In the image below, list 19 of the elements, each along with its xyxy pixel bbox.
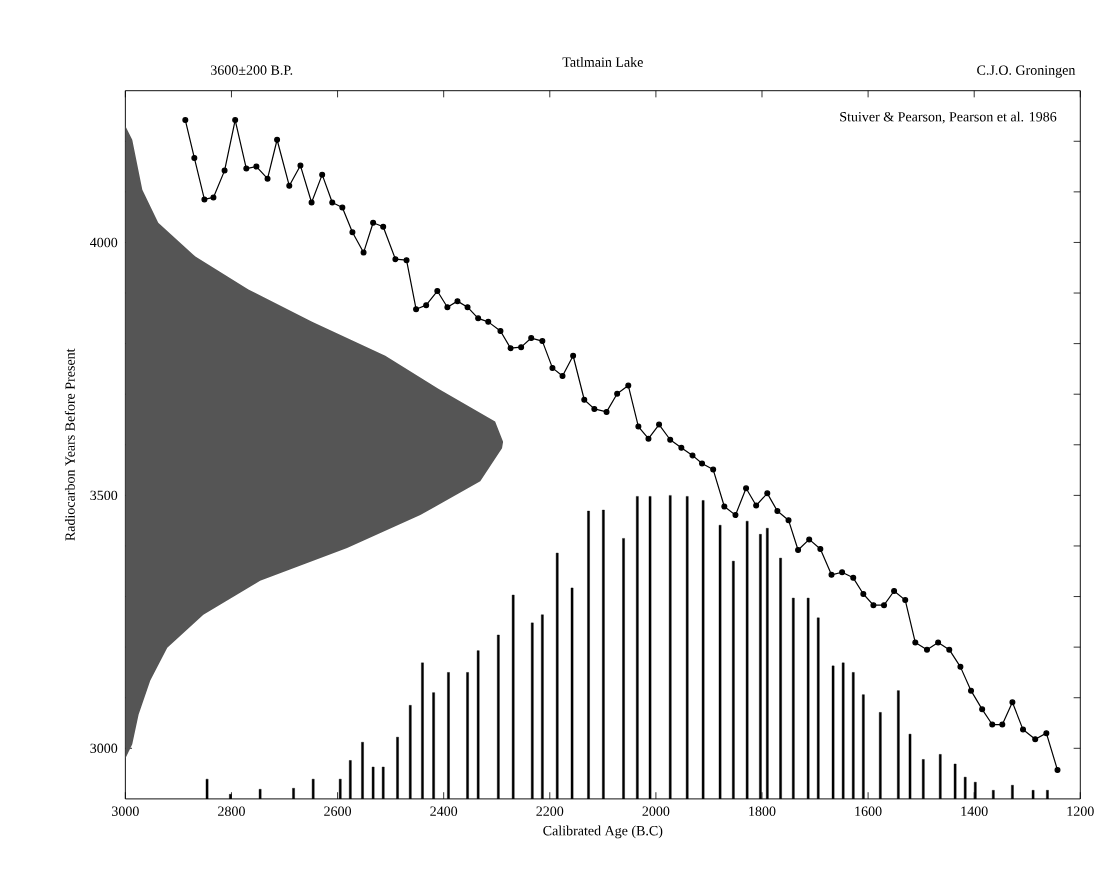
- x-tick-label: 1400: [961, 806, 988, 816]
- y-axis-title: Radiocarbon Years Before Present: [64, 348, 75, 541]
- x-tick-label: 3000: [112, 806, 139, 816]
- annotation: Stuiver & Pearson, Pearson et al. 1986: [840, 111, 1057, 124]
- text: C.J.O. Groningen: [977, 65, 1076, 78]
- text: 3600±200 B.P.: [211, 65, 293, 75]
- x-axis-title: Calibrated Age (B.C): [543, 825, 663, 839]
- x-tick-label: 1800: [749, 806, 776, 816]
- x-tick-label: 2400: [430, 806, 458, 816]
- y-tick-label: 3500: [90, 490, 118, 501]
- x-tick-label: 1200: [1067, 806, 1094, 816]
- x-tick-label: 1600: [855, 806, 882, 816]
- x-tick-label: 2800: [218, 806, 245, 816]
- y-tick-label: 3000: [90, 743, 118, 754]
- x-tick-label: 2200: [536, 806, 564, 816]
- chart-title: Tatlmain Lake: [562, 57, 643, 67]
- y-tick-label: 4000: [90, 237, 118, 248]
- x-tick-label: 2600: [324, 806, 352, 816]
- x-tick-label: 2000: [642, 806, 670, 816]
